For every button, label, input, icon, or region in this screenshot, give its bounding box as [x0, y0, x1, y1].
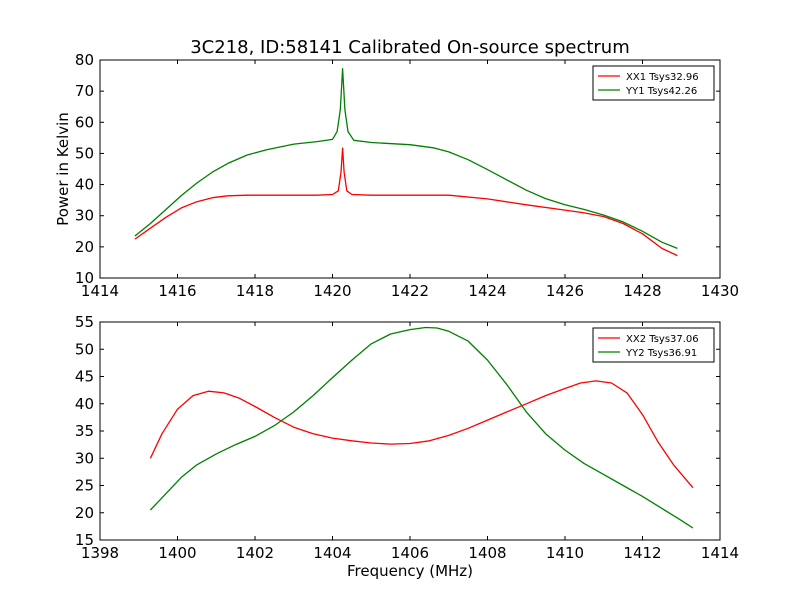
- x-tick-label: 1406: [391, 544, 429, 562]
- x-tick-label: 1416: [158, 282, 196, 300]
- x-tick-label: 1426: [546, 282, 584, 300]
- x-tick-label: 1408: [468, 544, 506, 562]
- series-line-yy2: [149, 326, 694, 529]
- y-tick-label: 70: [75, 82, 94, 100]
- y-tick-label: 50: [75, 340, 94, 358]
- legend-label: YY2 Tsys36.91: [625, 348, 697, 359]
- y-axis-label: Power in Kelvin: [54, 112, 72, 226]
- top-legend: XX1 Tsys32.96 YY1 Tsys42.26: [592, 65, 715, 101]
- y-tick-label: 15: [75, 531, 94, 549]
- x-tick-label: 1428: [623, 282, 661, 300]
- x-tick-label: 1424: [468, 282, 506, 300]
- y-tick-label: 25: [75, 477, 94, 495]
- x-axis-label: Frequency (MHz): [347, 562, 473, 580]
- y-tick-label: 55: [75, 313, 94, 331]
- y-tick-label: 20: [75, 504, 94, 522]
- x-tick-label: 1412: [623, 544, 661, 562]
- top-plot-panel: 1414 1416 1418 1420 1422 1424 1426 1428 1430 10 20…: [54, 51, 739, 300]
- x-tick-label: 1398: [81, 544, 119, 562]
- y-tick-label: 35: [75, 422, 94, 440]
- y-tick-label: 30: [75, 207, 94, 225]
- series-line-xx1: [134, 147, 678, 257]
- chart-title: 3C218, ID:58141 Calibrated On-source spe…: [190, 37, 630, 58]
- y-tick-label: 45: [75, 368, 94, 386]
- x-tick-label: 1400: [158, 544, 196, 562]
- x-tick-label: 1420: [313, 282, 351, 300]
- legend-label: XX1 Tsys32.96: [626, 72, 699, 83]
- x-tick-label: 1402: [236, 544, 274, 562]
- y-tick-label: 30: [75, 449, 94, 467]
- legend-box: [592, 327, 715, 363]
- bottom-plot-panel: 1398 1400 1402 1404 1406 1408 1410 1412 1414 15 20…: [75, 313, 739, 580]
- y-tick-label: 40: [75, 176, 94, 194]
- y-tick-label: 50: [75, 144, 94, 162]
- bottom-legend: XX2 Tsys37.06 YY2 Tsys36.91: [592, 327, 715, 363]
- y-tick-label: 60: [75, 113, 94, 131]
- series-line-xx2: [149, 380, 694, 489]
- y-tick-label: 10: [75, 269, 94, 287]
- x-tick-label: 1404: [313, 544, 351, 562]
- x-tick-label: 1422: [391, 282, 429, 300]
- x-tick-label: 1410: [546, 544, 584, 562]
- y-tick-label: 20: [75, 238, 94, 256]
- legend-label: XX2 Tsys37.06: [626, 334, 699, 345]
- x-tick-label: 1418: [236, 282, 274, 300]
- series-line-yy1: [134, 68, 678, 250]
- legend-box: [592, 65, 715, 101]
- legend-label: YY1 Tsys42.26: [625, 86, 697, 97]
- x-tick-label: 1430: [701, 282, 739, 300]
- x-tick-label: 1414: [81, 282, 119, 300]
- y-tick-label: 40: [75, 395, 94, 413]
- x-tick-label: 1414: [701, 544, 739, 562]
- y-tick-label: 80: [75, 51, 94, 69]
